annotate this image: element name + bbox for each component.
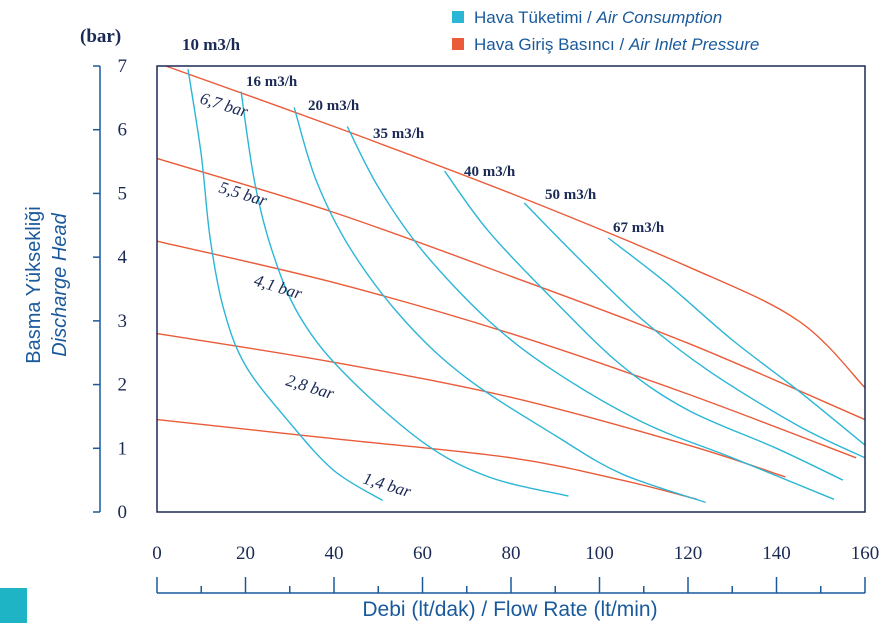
consumption-curve-67-m3-h [607,237,866,446]
legend-entry-consumption: Hava Tüketimi / Air Consumption [474,8,722,27]
pressure-curve-5-5-bar [156,157,866,421]
y-axis-title: Basma Yüksekliği [23,206,45,363]
pressure-curve-1-4-bar [156,418,698,500]
consumption-label-67-m3-h: 67 m3/h [613,220,665,236]
legend-entry-pressure: Hava Giriş Basıncı / Air Inlet Pressure [474,35,759,54]
x-axis-title: Debi (lt/dak) / Flow Rate (lt/min) [362,598,657,621]
y-tick-label: 5 [118,183,128,204]
curves-layer [156,65,866,504]
y-axis-title-en: Discharge Head [49,212,71,356]
consumption-label-10-m3-h: 10 m3/h [182,35,241,54]
x-tick-label: 60 [413,543,432,564]
x-tick-label: 140 [762,543,791,564]
y-axis: 0 1 2 3 4 5 6 7 [93,56,128,523]
y-tick-label: 0 [118,502,128,523]
y-tick-label: 1 [118,438,128,459]
x-tick-label: 80 [502,543,521,564]
consumption-curve-35-m3-h [346,126,835,500]
consumption-curve-16-m3-h [240,91,569,497]
y-tick-label: 2 [118,375,128,396]
x-tick-label: 0 [152,543,162,564]
y-axis-unit: (bar) [80,26,121,47]
corner-accent-block [0,588,27,623]
plot-frame [156,65,866,513]
y-tick-label: 6 [118,120,128,141]
consumption-curve-40-m3-h [444,170,844,481]
x-tick-label: 100 [585,543,614,564]
legend-swatch-consumption [452,11,464,23]
consumption-label-16-m3-h: 16 m3/h [246,74,298,90]
consumption-label-20-m3-h: 20 m3/h [308,98,360,114]
y-tick-label: 7 [118,56,128,77]
consumption-label-40-m3-h: 40 m3/h [464,164,516,180]
x-tick-label: 120 [674,543,703,564]
x-tick-label: 20 [236,543,255,564]
y-tick-label: 3 [118,311,128,332]
consumption-curve-20-m3-h [293,107,706,504]
consumption-label-50-m3-h: 50 m3/h [545,187,597,203]
x-axis: 0 20 40 60 80 100 120 140 160 [152,543,880,594]
x-tick-label: 40 [325,543,344,564]
x-tick-label: 160 [851,543,880,564]
legend: Hava Tüketimi / Air Consumption Hava Gir… [452,8,759,54]
pressure-curve-2-8-bar [156,332,786,478]
y-tick-label: 4 [118,247,128,268]
consumption-curve-50-m3-h [523,202,866,459]
consumption-curve-10-m3-h [187,69,384,502]
pressure-curve-4-1-bar [156,240,857,459]
consumption-label-35-m3-h: 35 m3/h [373,126,425,142]
legend-swatch-pressure [452,38,464,50]
pressure-curve-6-7-bar [165,65,866,389]
